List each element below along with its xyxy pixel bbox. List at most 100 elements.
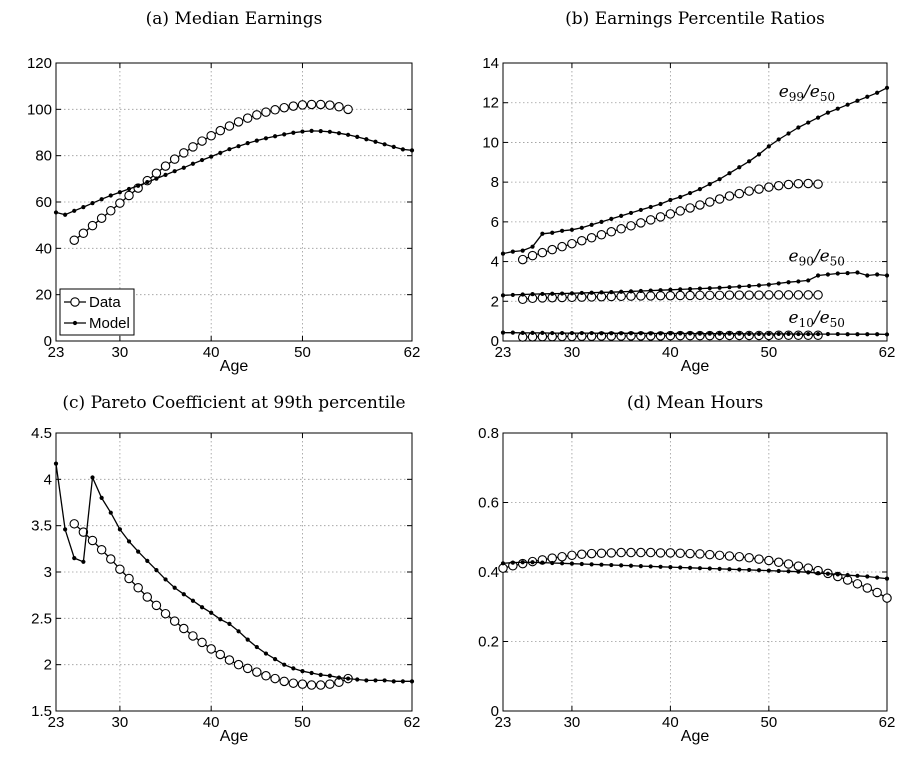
data-point: [678, 565, 683, 570]
data-point: [793, 290, 804, 300]
chart-panel-d: (d) Mean Hours 23 30 40 50 62 0 0.2 0.4 0.6 0.8 Age: [478, 393, 895, 745]
data-point: [754, 554, 764, 564]
data-point: [766, 144, 771, 149]
data-point: [628, 563, 634, 568]
data-point: [318, 672, 323, 677]
data-point: [813, 290, 823, 300]
data-point: [609, 290, 614, 295]
data-point: [734, 290, 745, 300]
data-point: [776, 281, 781, 286]
x-tick-label: 23: [495, 714, 512, 731]
data-point: [197, 637, 207, 648]
data-point: [215, 649, 226, 660]
data-point: [776, 331, 781, 336]
data-point: [714, 290, 725, 301]
x-axis-label: Age: [220, 358, 249, 375]
data-point: [252, 110, 262, 120]
data-point: [668, 197, 673, 203]
data-point: [172, 585, 177, 590]
data-point: [737, 567, 742, 572]
data-point: [638, 563, 643, 569]
data-point: [233, 117, 244, 127]
data-point: [606, 548, 617, 558]
data-point: [835, 572, 840, 577]
data-point: [766, 568, 771, 573]
data-point: [117, 527, 122, 532]
data-point: [872, 587, 882, 598]
data-point: [126, 539, 132, 544]
data-point: [687, 565, 693, 570]
data-point: [884, 332, 890, 337]
data-point: [224, 655, 235, 665]
series-line: [502, 271, 888, 296]
data-point: [96, 545, 107, 555]
data-point: [655, 290, 666, 301]
data-point: [658, 288, 663, 293]
legend-marker-circle: [70, 297, 80, 307]
x-axis-label: Age: [681, 728, 710, 745]
data-point: [569, 561, 575, 566]
data-point: [90, 475, 95, 480]
data-point: [53, 210, 59, 215]
data-point: [687, 331, 693, 336]
data-point: [815, 570, 821, 576]
legend: Data Model: [59, 288, 135, 336]
data-point: [764, 555, 774, 566]
data-point: [609, 562, 614, 568]
data-point: [845, 573, 850, 578]
data-point: [527, 250, 538, 261]
data-point: [865, 94, 870, 99]
data-point: [557, 551, 567, 562]
data-point: [655, 212, 666, 222]
data-point: [188, 142, 198, 152]
data-point: [855, 98, 860, 103]
series-e99-e50-data: [517, 178, 823, 265]
annotation-separator: /e: [812, 308, 830, 328]
series-annotation: e99/e50: [779, 82, 835, 104]
data-point: [520, 248, 525, 253]
data-point: [835, 271, 840, 276]
data-point: [72, 556, 77, 561]
data-point: [697, 286, 703, 291]
data-point: [99, 495, 104, 500]
data-point: [391, 679, 396, 684]
data-point: [530, 244, 535, 249]
data-point: [190, 598, 196, 603]
data-point: [668, 287, 673, 292]
data-point: [206, 644, 216, 654]
data-point: [236, 629, 241, 634]
y-tick-label: 3: [44, 564, 52, 581]
data-point: [806, 331, 811, 337]
data-point: [245, 637, 250, 642]
x-tick-label: 30: [112, 344, 129, 361]
data-point: [579, 561, 584, 567]
data-point: [218, 617, 223, 622]
data-point: [336, 131, 342, 136]
data-point: [724, 551, 735, 561]
data-point: [882, 593, 892, 603]
data-point: [638, 207, 643, 213]
series-line: [55, 130, 413, 216]
data-point: [500, 330, 506, 335]
data-point: [764, 290, 774, 300]
data-point: [825, 571, 831, 576]
data-point: [707, 331, 712, 336]
data-point: [815, 115, 821, 120]
data-point: [325, 679, 335, 689]
legend-label: Data: [89, 294, 121, 311]
data-point: [705, 197, 715, 207]
data-point: [668, 565, 673, 570]
annotation-sub-denominator: 50: [820, 90, 835, 104]
data-point: [254, 138, 259, 143]
x-axis-label: Age: [220, 728, 249, 745]
data-point: [756, 152, 762, 157]
x-tick-label: 62: [404, 714, 421, 731]
data-point: [550, 560, 555, 566]
data-point: [559, 330, 565, 336]
data-point: [616, 547, 626, 558]
data-point: [510, 292, 515, 298]
data-point: [678, 194, 683, 200]
data-point: [697, 186, 703, 192]
y-tick-label: 0.6: [478, 495, 499, 512]
